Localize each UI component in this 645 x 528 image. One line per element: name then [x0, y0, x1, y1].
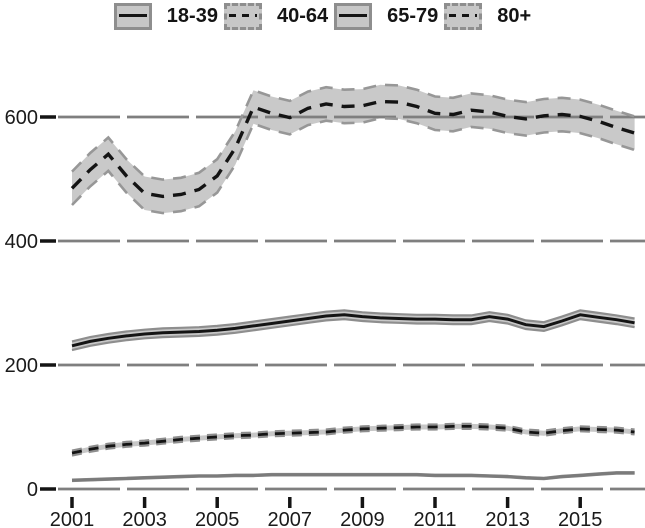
legend-key-solid-line-icon: [113, 2, 152, 30]
x-axis-tick-label: 2011: [413, 509, 456, 528]
x-axis-tick-label: 2005: [195, 509, 240, 528]
series-lines: [70, 83, 636, 483]
y-gridlines-and-labels: 0 200 400 600: [5, 107, 645, 501]
y-axis-tick-label: 200: [5, 355, 38, 377]
x-axis-tick-label: 2015: [558, 509, 603, 528]
x-axis-tick-label: 2013: [485, 509, 530, 528]
chart-legend: 18-39 40-64 65-79 80+: [0, 1, 645, 31]
legend-key-dashed-line-icon: [223, 2, 262, 30]
legend-item-40-64: 40-64: [223, 2, 329, 30]
legend-key-solid-line-icon: [334, 2, 373, 30]
x-axis-tick-label: 2007: [268, 509, 313, 528]
x-axis-tick-label: 2003: [122, 509, 167, 528]
legend-item-65-79: 65-79: [334, 2, 439, 30]
x-axis-tick-label: 2001: [50, 509, 95, 528]
y-axis-tick-label: 600: [5, 107, 38, 129]
x-axis-tick-label: 2009: [340, 509, 385, 528]
y-axis-tick-label: 400: [5, 231, 38, 253]
legend-label: 40-64: [276, 4, 329, 27]
x-axis-ticks-and-labels: 2001 2003 2005 2007 2009 2011 2013 2015: [50, 497, 603, 528]
legend-key-dashed-line-icon: [444, 2, 483, 30]
legend-item-80plus: 80+: [444, 2, 532, 30]
y-axis-tick-label: 0: [27, 479, 38, 501]
legend-label: 65-79: [387, 4, 439, 27]
legend-item-18-39: 18-39: [113, 2, 218, 30]
legend-label: 18-39: [166, 4, 218, 27]
confidence-ribbons: [72, 84, 635, 482]
legend-label: 80+: [497, 4, 532, 27]
